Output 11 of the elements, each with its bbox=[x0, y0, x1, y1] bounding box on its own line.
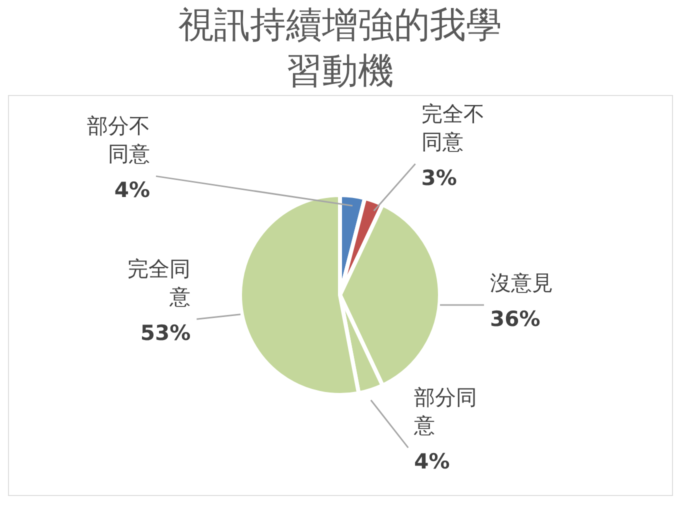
slice-label: 沒意見 bbox=[490, 271, 553, 295]
data-label: 36% bbox=[490, 307, 540, 331]
data-label: 4% bbox=[114, 178, 150, 202]
slice-label: 部分不同意 bbox=[87, 114, 150, 166]
data-label: 3% bbox=[421, 166, 457, 190]
data-label: 53% bbox=[140, 321, 191, 346]
chart-title: 視訊持續增強的我學習動機 bbox=[178, 5, 502, 92]
data-label: 4% bbox=[414, 450, 450, 474]
slice-label: 完全同意 bbox=[128, 257, 191, 310]
slice-label: 部分同意 bbox=[413, 386, 478, 438]
slice-label: 完全不同意 bbox=[421, 102, 484, 154]
